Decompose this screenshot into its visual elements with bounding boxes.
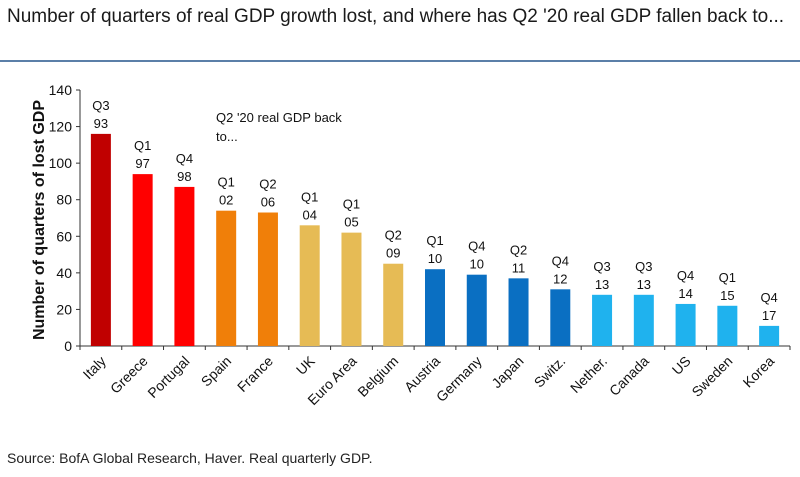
data-label-quarter: Q3 — [92, 98, 109, 113]
data-label-year: 05 — [344, 215, 358, 230]
data-label-year: 10 — [428, 251, 442, 266]
annotation-line-2: to... — [216, 129, 238, 144]
y-axis-label: Number of quarters of lost GDP — [31, 100, 48, 340]
category-label: Japan — [488, 353, 526, 391]
bar-7 — [383, 263, 404, 346]
data-label-quarter: Q1 — [426, 233, 443, 248]
data-label-quarter: Q3 — [635, 259, 652, 274]
category-label: Portugal — [144, 353, 192, 401]
bar-14 — [675, 303, 696, 346]
bar-5 — [299, 225, 320, 346]
bar-0 — [90, 133, 111, 346]
annotation-line-1: Q2 '20 real GDP back — [216, 110, 342, 125]
y-tick-label: 80 — [56, 192, 72, 208]
data-label-year: 93 — [94, 116, 108, 131]
data-label-quarter: Q2 — [510, 242, 527, 257]
category-label: Italy — [80, 353, 109, 382]
bar-2 — [174, 186, 195, 346]
y-tick-label: 40 — [56, 265, 72, 281]
data-label-year: 06 — [261, 195, 275, 210]
data-label-year: 17 — [762, 308, 776, 323]
data-label-quarter: Q2 — [259, 177, 276, 192]
data-label-quarter: Q4 — [468, 239, 485, 254]
data-label-year: 97 — [135, 156, 149, 171]
data-label-year: 02 — [219, 193, 233, 208]
data-label-year: 09 — [386, 246, 400, 261]
bar-8 — [425, 269, 445, 346]
bar-12 — [592, 294, 613, 346]
title-divider — [0, 60, 800, 62]
y-tick-label: 100 — [49, 155, 73, 171]
source-note: Source: BofA Global Research, Haver. Rea… — [7, 450, 373, 466]
data-label-year: 15 — [720, 288, 734, 303]
bar-13 — [633, 294, 654, 346]
data-label-quarter: Q1 — [719, 270, 736, 285]
category-label: Belgium — [354, 353, 401, 400]
data-label-year: 13 — [595, 277, 609, 292]
data-label-year: 12 — [553, 271, 567, 286]
data-label-quarter: Q1 — [134, 138, 151, 153]
data-label-year: 14 — [678, 286, 692, 301]
bar-16 — [759, 325, 780, 346]
data-label-year: 10 — [470, 257, 484, 272]
data-label-quarter: Q4 — [677, 268, 694, 283]
category-label: UK — [293, 352, 319, 378]
data-label-quarter: Q4 — [176, 151, 193, 166]
y-tick-label: 120 — [49, 119, 73, 135]
y-tick-label: 140 — [49, 82, 73, 98]
category-label: Spain — [198, 353, 235, 390]
bar-10 — [508, 278, 529, 346]
category-label: Nether. — [567, 353, 610, 396]
data-label-year: 04 — [302, 207, 316, 222]
category-label: Sweden — [688, 353, 735, 400]
bar-9 — [466, 274, 487, 346]
bar-6 — [341, 232, 362, 346]
bar-15 — [717, 305, 738, 346]
data-label-quarter: Q1 — [301, 189, 318, 204]
data-label-quarter: Q4 — [760, 290, 777, 305]
data-label-quarter: Q4 — [552, 253, 569, 268]
bar-4 — [257, 212, 278, 346]
bar-3 — [216, 210, 237, 346]
data-label-quarter: Q1 — [218, 175, 235, 190]
data-label-year: 11 — [512, 260, 526, 275]
y-tick-label: 0 — [64, 338, 72, 354]
y-tick-label: 20 — [56, 301, 72, 317]
category-label: US — [669, 353, 694, 378]
data-label-quarter: Q3 — [593, 259, 610, 274]
bar-1 — [132, 174, 153, 346]
data-label-year: 13 — [637, 277, 651, 292]
chart-title: Number of quarters of real GDP growth lo… — [7, 6, 785, 27]
bar-11 — [550, 289, 571, 346]
data-label-year: 98 — [177, 169, 191, 184]
category-label: Switz. — [531, 353, 569, 391]
data-label-quarter: Q2 — [385, 228, 402, 243]
category-label: France — [234, 353, 276, 395]
category-label: Canada — [606, 353, 652, 399]
category-label: Korea — [740, 353, 778, 391]
y-tick-label: 60 — [56, 228, 72, 244]
data-label-quarter: Q1 — [343, 197, 360, 212]
category-label: Germany — [433, 353, 485, 405]
